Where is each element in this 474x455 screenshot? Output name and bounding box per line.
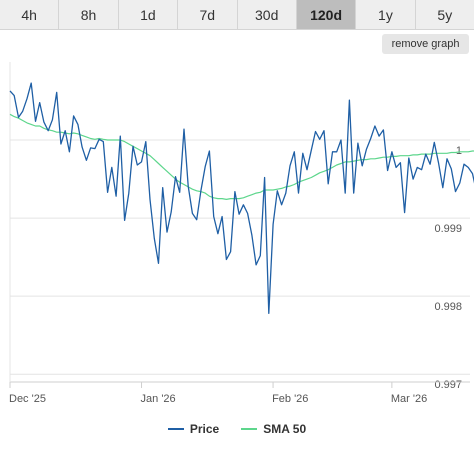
chart-legend: Price SMA 50 bbox=[0, 420, 474, 438]
y-tick-label: 0.998 bbox=[434, 301, 462, 313]
price-series-line bbox=[9, 82, 474, 314]
remove-graph-button[interactable]: remove graph bbox=[382, 34, 469, 54]
tab-30d[interactable]: 30d bbox=[238, 0, 297, 29]
y-tick-label: 0.997 bbox=[434, 379, 462, 391]
legend-label-sma: SMA 50 bbox=[263, 422, 307, 436]
legend-item-sma[interactable]: SMA 50 bbox=[241, 422, 306, 436]
x-tick-label: Jan '26 bbox=[141, 393, 176, 405]
y-tick-label: 1 bbox=[456, 145, 462, 157]
time-range-tabs: 4h 8h 1d 7d 30d 120d 1y 5y bbox=[0, 0, 474, 30]
sma-line-swatch bbox=[241, 428, 258, 430]
tab-5y[interactable]: 5y bbox=[437, 6, 453, 23]
sma-series-line bbox=[9, 113, 474, 200]
x-tick-label: Mar '26 bbox=[391, 393, 427, 405]
tab-8h[interactable]: 8h bbox=[59, 0, 119, 29]
legend-label-price: Price bbox=[189, 422, 220, 436]
x-tick-label: Dec '25 bbox=[9, 393, 46, 405]
x-tick-label: Feb '26 bbox=[272, 393, 308, 405]
tab-120d[interactable]: 120d bbox=[296, 0, 357, 29]
y-tick-label: 0.999 bbox=[434, 223, 462, 235]
price-line-swatch bbox=[167, 428, 184, 430]
tab-1y[interactable]: 1y bbox=[356, 0, 416, 29]
legend-item-price[interactable]: Price bbox=[167, 422, 220, 436]
tab-1d[interactable]: 1d bbox=[119, 0, 179, 29]
tab-7d[interactable]: 7d bbox=[178, 0, 238, 29]
tab-4h[interactable]: 4h bbox=[0, 0, 60, 29]
